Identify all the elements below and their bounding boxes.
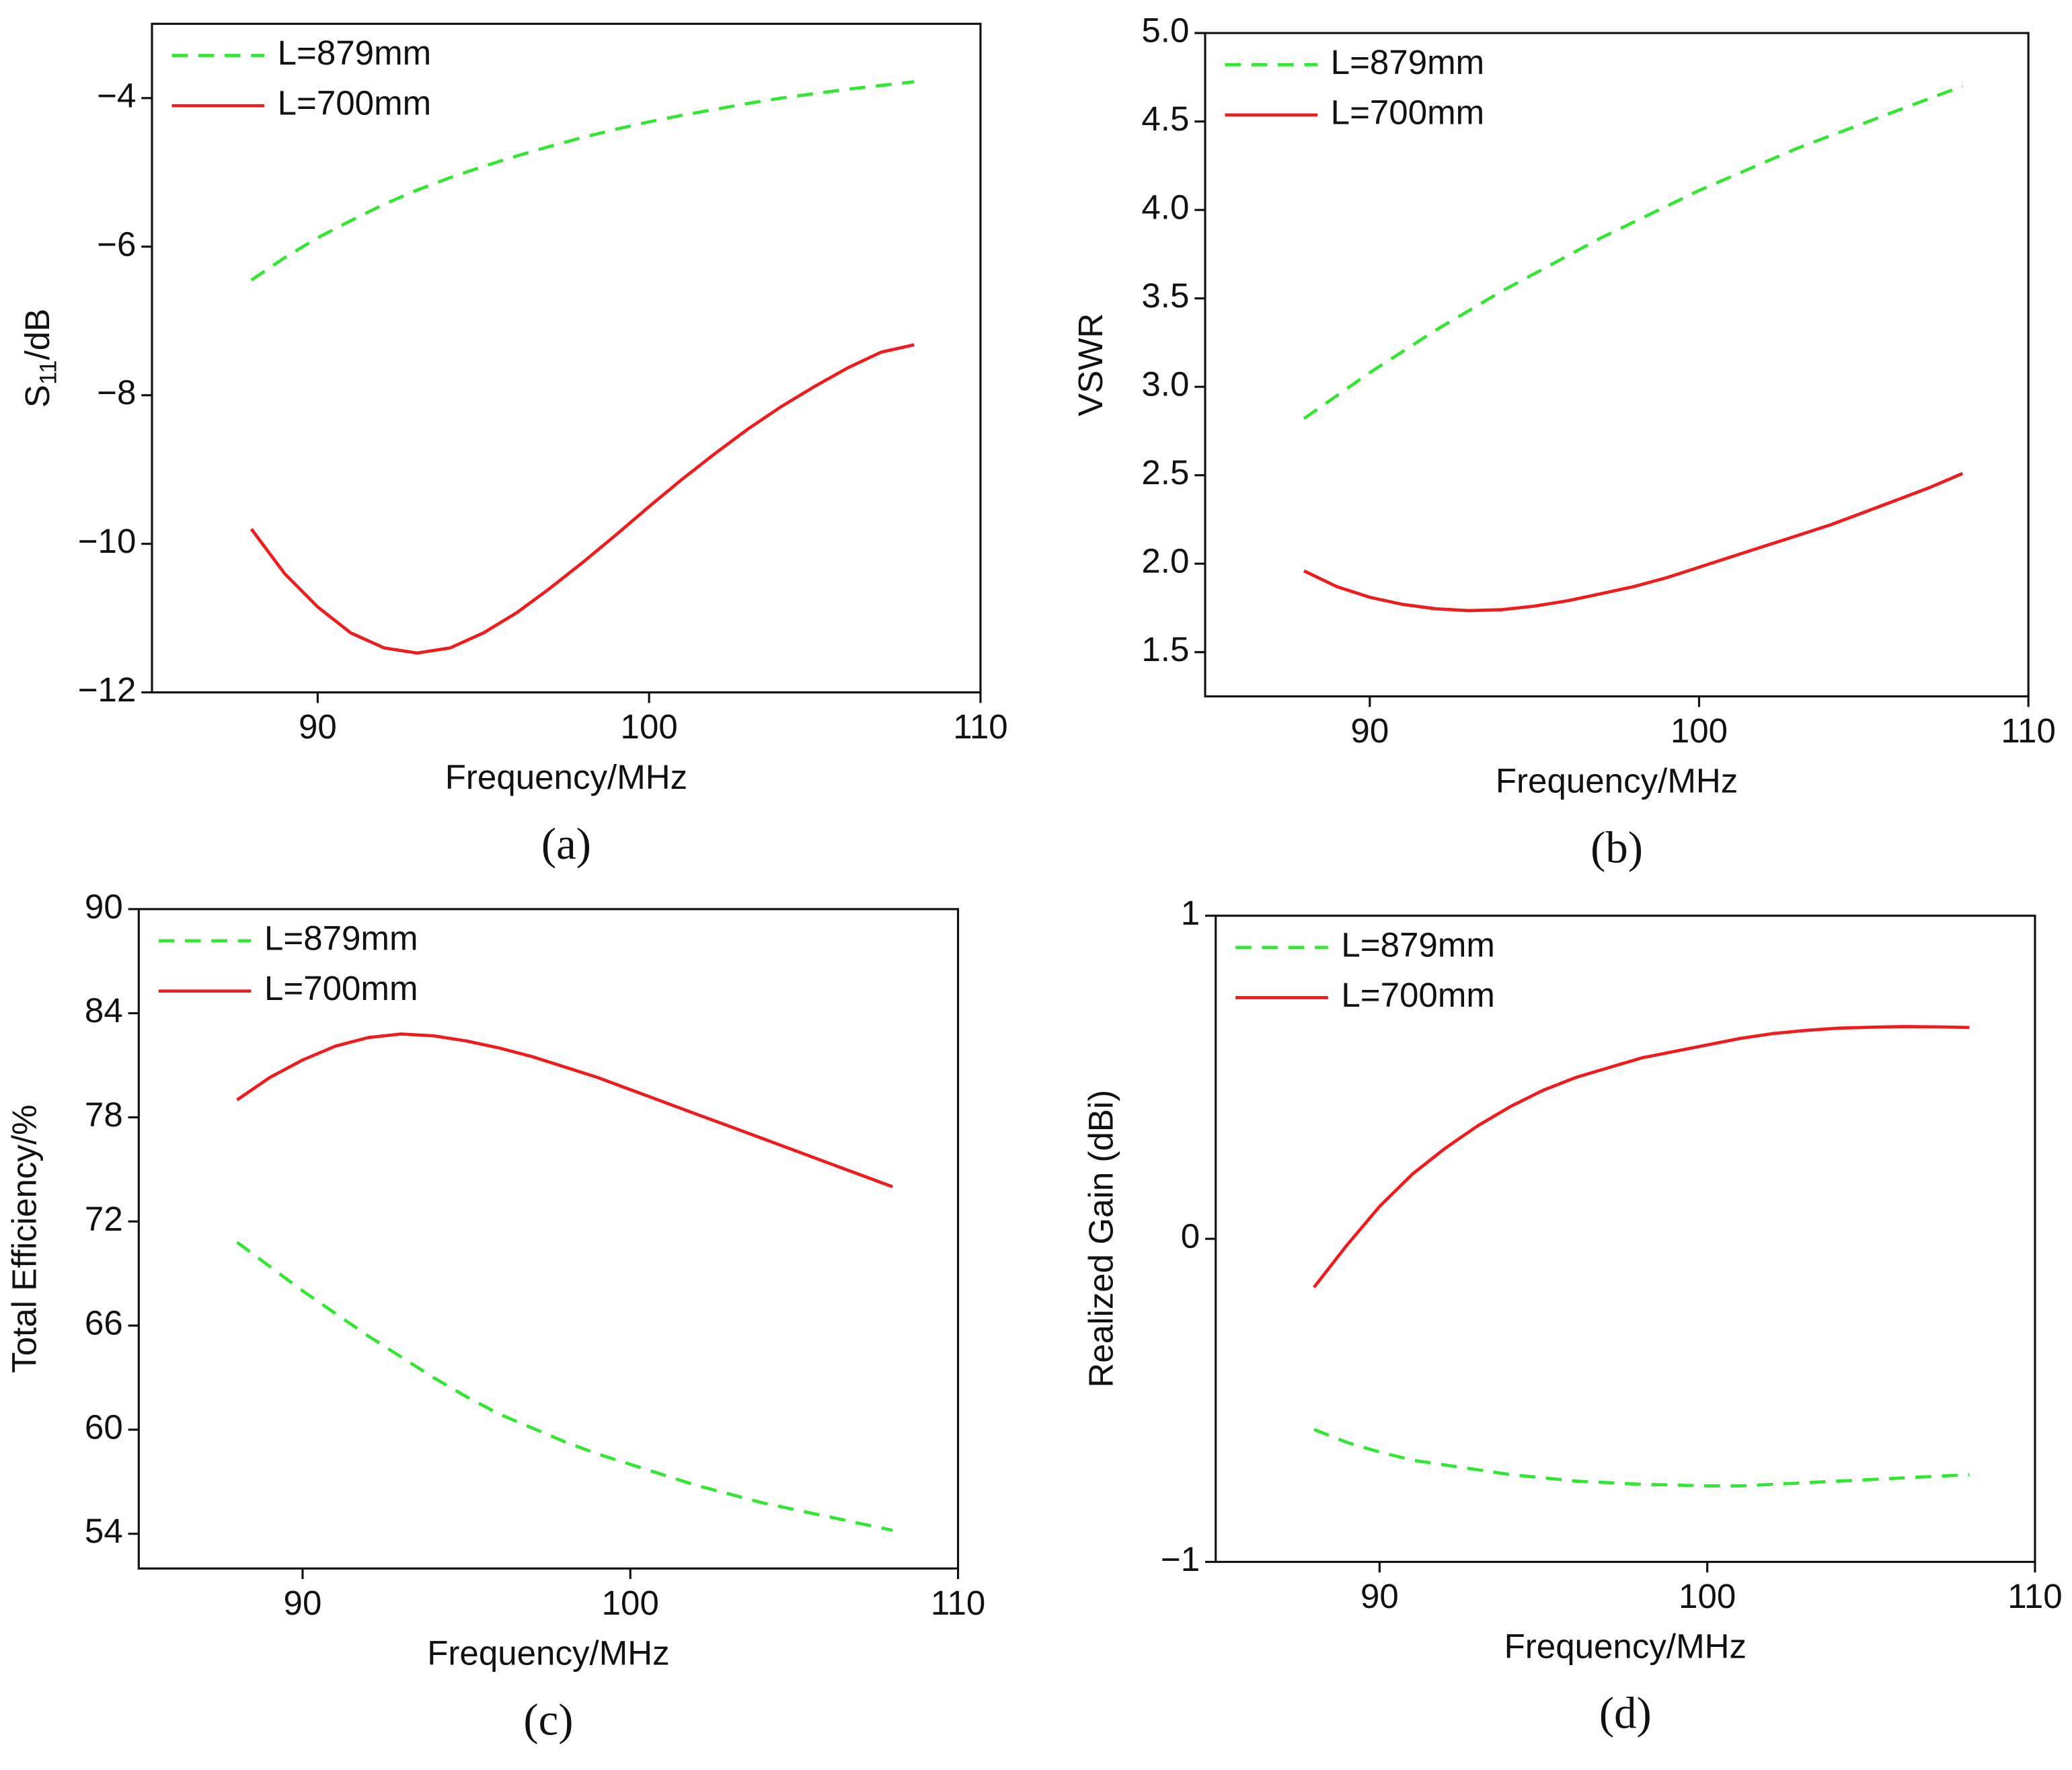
plot-frame	[1215, 915, 2036, 1564]
y-tick-label: 5.0	[1141, 11, 1189, 50]
y-axis-label-part: S	[17, 385, 56, 408]
y-axis-label: Total Efficiency/%	[5, 1104, 43, 1373]
y-tick-label: 3.0	[1141, 365, 1189, 403]
plot-frame	[151, 22, 982, 694]
y-tick-label: −10	[78, 522, 137, 560]
y-tick-label: 2.0	[1141, 542, 1189, 580]
plot-frame	[137, 908, 960, 1570]
y-axis-label-part: /dB	[17, 309, 56, 360]
y-tick-label: 54	[85, 1512, 123, 1550]
y-tick-label: 72	[85, 1200, 123, 1238]
legend-label: L=700mm	[264, 969, 418, 1007]
panel-label: (c)	[523, 1695, 573, 1745]
panel-label: (b)	[1590, 823, 1643, 873]
series-line	[1303, 84, 1964, 420]
y-axis-label: S11/dB	[17, 309, 62, 408]
legend-label: L=700mm	[1331, 93, 1485, 131]
y-tick-label: 60	[85, 1408, 123, 1446]
y-tick-label: −4	[97, 76, 136, 114]
x-tick-label: 90	[299, 707, 337, 746]
y-tick-label: −8	[97, 373, 136, 412]
x-tick-label: 100	[602, 1584, 659, 1622]
plot-frame	[1204, 32, 2030, 698]
legend-label: L=879mm	[264, 919, 418, 958]
x-tick-label: 110	[953, 707, 1007, 746]
x-axis-label: Frequency/MHz	[1496, 762, 1738, 800]
legend-label: L=700mm	[278, 84, 432, 122]
x-tick-label: 90	[1360, 1577, 1399, 1615]
x-axis-label: Frequency/MHz	[1504, 1627, 1747, 1666]
x-tick-label: 100	[621, 707, 678, 746]
legend-label: L=879mm	[1341, 925, 1495, 964]
y-tick-label: −6	[97, 225, 136, 263]
series-line	[236, 1032, 893, 1188]
y-tick-label: 84	[85, 991, 123, 1030]
chart: 90 100 110 54 60 66 72 78 84 90 Frequency/MHz Total…	[5, 887, 985, 1744]
y-tick-label: 4.5	[1141, 100, 1189, 138]
y-tick-label: −1	[1161, 1540, 1200, 1578]
series-line	[250, 80, 915, 282]
series-line	[236, 1241, 893, 1532]
chart: 90 100 110 −1 0 1 Frequency/MHz Realized Gain (…	[1081, 894, 2062, 1738]
series-line	[1313, 1025, 1970, 1288]
series-line	[1303, 471, 1964, 613]
chart: 90 100 110 −12 −10 −8 −6 −4 Frequency/MHz S11/dB (…	[17, 22, 1008, 869]
series-line	[1313, 1428, 1970, 1488]
y-axis-label-part: Realized Gain (dBi)	[1081, 1090, 1120, 1388]
y-tick-label: 4.0	[1141, 188, 1189, 227]
y-tick-label: −12	[78, 670, 137, 709]
x-tick-label: 90	[284, 1584, 322, 1622]
x-tick-label: 110	[931, 1584, 985, 1622]
series-line	[250, 343, 915, 655]
y-tick-label: 66	[85, 1304, 123, 1342]
y-tick-label: 90	[85, 887, 123, 925]
y-tick-label: 1.5	[1141, 630, 1189, 668]
y-axis-label: Realized Gain (dBi)	[1081, 1090, 1120, 1388]
x-tick-label: 90	[1350, 711, 1389, 750]
y-axis-label: VSWR	[1071, 313, 1109, 416]
x-axis-label: Frequency/MHz	[445, 758, 688, 796]
y-tick-label: 1	[1181, 894, 1200, 932]
legend-label: L=879mm	[278, 34, 432, 72]
panel-label: (d)	[1599, 1689, 1652, 1738]
x-tick-label: 110	[2007, 1577, 2062, 1615]
y-axis-label-part: Total Efficiency/%	[5, 1104, 43, 1373]
x-tick-label: 100	[1679, 1577, 1736, 1615]
y-tick-label: 2.5	[1141, 453, 1189, 492]
chart: 90 100 110 1.5 2.0 2.5 3.0 3.5 4.0 4.5 5.0 Frequenc…	[1071, 11, 2055, 873]
y-tick-label: 3.5	[1141, 276, 1189, 315]
y-tick-label: 78	[85, 1095, 123, 1134]
y-axis-label-part: 11	[36, 360, 62, 385]
y-axis-label-part: VSWR	[1071, 313, 1109, 416]
y-tick-label: 0	[1181, 1217, 1200, 1256]
x-axis-label: Frequency/MHz	[427, 1634, 670, 1672]
x-tick-label: 100	[1671, 711, 1728, 750]
legend-label: L=700mm	[1341, 976, 1495, 1014]
panel-label: (a)	[541, 819, 591, 869]
x-tick-label: 110	[2001, 711, 2055, 750]
legend-label: L=879mm	[1331, 43, 1485, 81]
